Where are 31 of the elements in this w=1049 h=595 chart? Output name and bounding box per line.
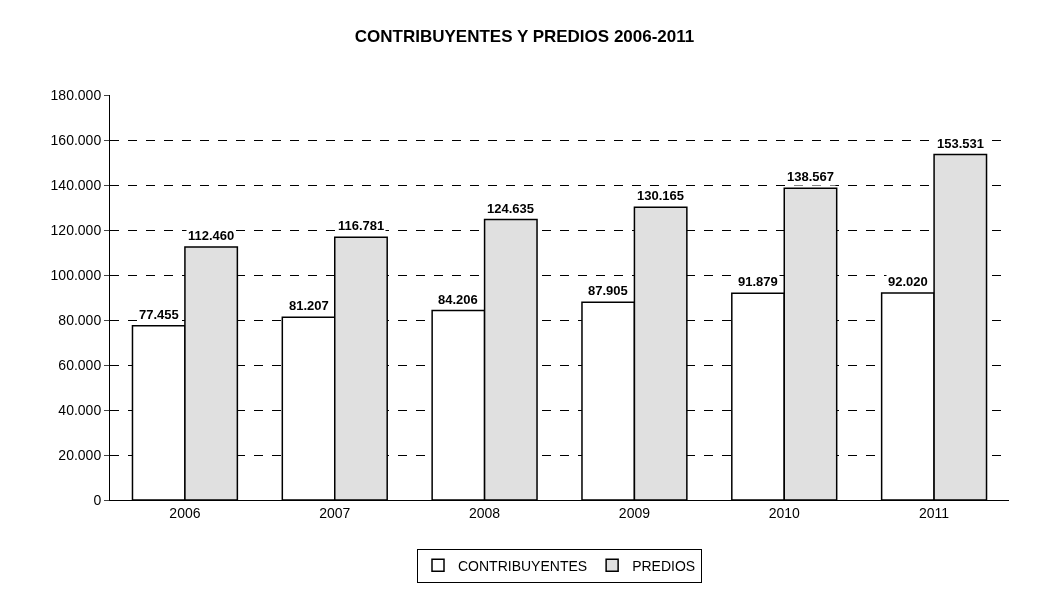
data-label: 112.460 (188, 228, 235, 243)
x-tick-label: 2007 (319, 504, 351, 521)
data-label: 124.635 (487, 201, 534, 216)
y-tick-label: 60.000 (58, 356, 102, 373)
data-label: 81.207 (289, 298, 329, 313)
data-label: 87.905 (588, 283, 628, 298)
x-tick-label: 2006 (169, 504, 201, 521)
data-label: 138.567 (787, 169, 834, 184)
y-tick-label: 120.000 (50, 221, 102, 238)
data-label: 91.879 (738, 274, 778, 289)
y-tick-label: 180.000 (50, 86, 102, 103)
chart-title: CONTRIBUYENTES Y PREDIOS 2006-2011 (354, 26, 695, 46)
y-tick-label: 100.000 (50, 266, 102, 283)
y-tick-label: 160.000 (50, 131, 102, 148)
x-tick-label: 2010 (768, 504, 801, 521)
data-label: 77.455 (139, 307, 179, 322)
data-label: 116.781 (338, 218, 385, 233)
data-label: 130.165 (637, 188, 684, 203)
legend-label: PREDIOS (632, 557, 696, 574)
data-label: 84.206 (438, 292, 478, 307)
data-label: 153.531 (937, 136, 984, 151)
y-tick-label: 0 (93, 491, 102, 508)
x-tick-label: 2011 (919, 504, 950, 521)
y-tick-label: 140.000 (50, 176, 102, 193)
y-tick-label: 20.000 (58, 446, 102, 463)
x-tick-label: 2008 (469, 504, 501, 521)
y-tick-label: 40.000 (58, 401, 102, 418)
legend-label: CONTRIBUYENTES (458, 557, 588, 574)
data-label: 92.020 (888, 274, 928, 289)
x-tick-label: 2009 (618, 504, 651, 521)
y-tick-label: 80.000 (58, 311, 102, 328)
